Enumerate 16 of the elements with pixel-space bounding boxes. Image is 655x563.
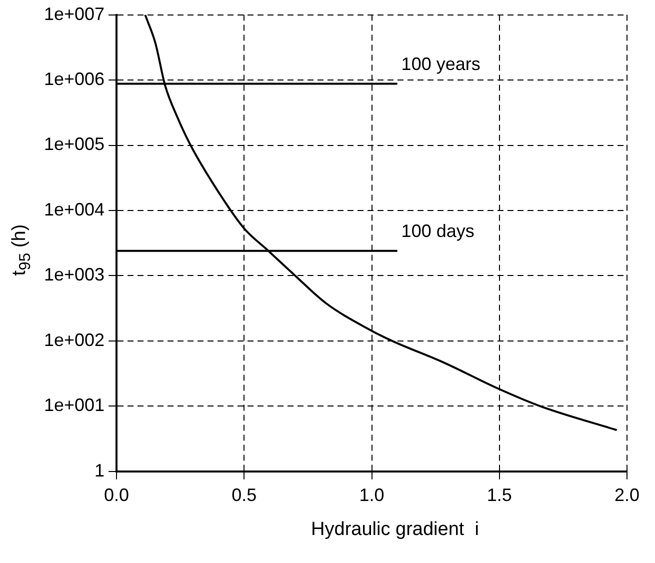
y-tick-label: 1e+005	[44, 134, 105, 154]
x-tick-label: 2.0	[614, 485, 640, 506]
x-tick-label: 0.5	[232, 485, 257, 506]
y-tick-label: 1e+006	[44, 68, 105, 89]
x-tick-label: 0.0	[104, 485, 130, 506]
y-tick-label: 1e+003	[44, 264, 105, 285]
y-tick-label: 1e+004	[44, 199, 105, 220]
y-tick-label: 1e+001	[44, 395, 105, 416]
y-tick-label: 1	[94, 460, 105, 480]
y-tick-label: 1e+007	[44, 4, 105, 24]
x-axis-title: Hydraulic gradient i	[311, 519, 479, 541]
y-tick-label: 1e+002	[44, 330, 105, 350]
annotation: 100 days	[401, 220, 474, 241]
x-tick-label: 1.5	[486, 485, 512, 506]
x-tick-label: 1.0	[359, 485, 384, 506]
annotation: 100 years	[401, 54, 480, 74]
